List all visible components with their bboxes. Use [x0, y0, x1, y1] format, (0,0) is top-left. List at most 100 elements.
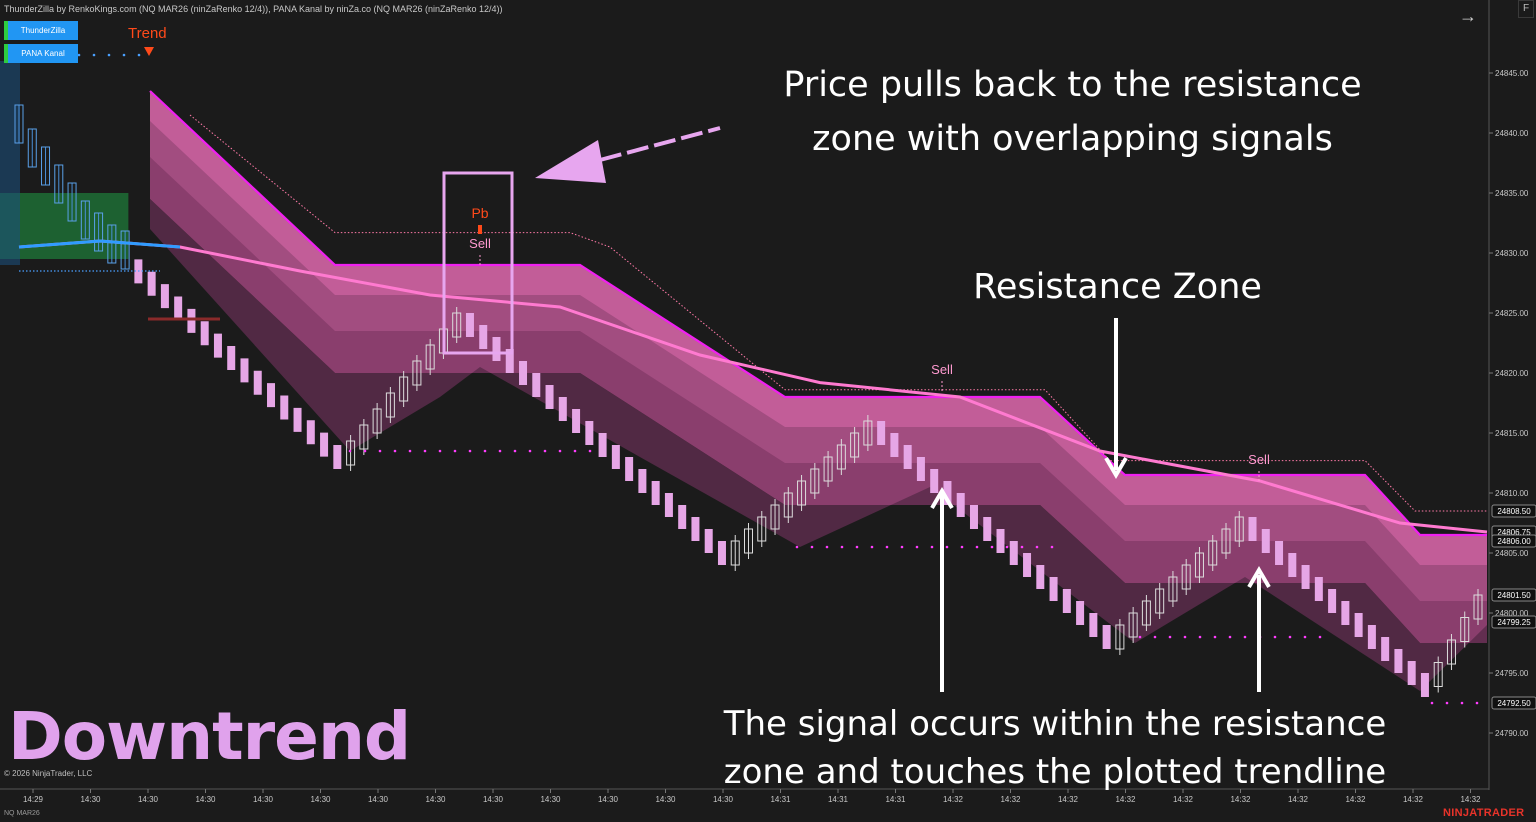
dot — [122, 53, 126, 57]
price-marker-box — [1491, 504, 1536, 518]
candle — [1275, 541, 1284, 565]
candle — [1473, 594, 1483, 620]
dot — [945, 545, 949, 549]
sell-signal-label: Sell — [1248, 452, 1270, 467]
pullback-arrow-head — [535, 140, 606, 183]
candle — [187, 308, 196, 333]
candle — [67, 182, 77, 222]
annotation-resistance-zone: Resistance Zone — [973, 267, 1262, 307]
corner-f-button[interactable]: F — [1518, 0, 1534, 18]
candle — [27, 128, 37, 168]
dot — [810, 545, 814, 549]
candle — [1141, 600, 1151, 626]
candle — [651, 481, 660, 505]
candle — [611, 445, 620, 469]
candle — [1433, 662, 1443, 687]
price-tick-label: 24830.00 — [1495, 249, 1529, 258]
dot — [1445, 701, 1449, 705]
sell-signal-label: Sell — [931, 362, 953, 377]
dot — [363, 449, 367, 453]
candle — [996, 529, 1005, 553]
dot — [840, 545, 844, 549]
price-marker-label: 24808.50 — [1497, 507, 1531, 516]
candle — [969, 505, 978, 529]
candle — [1460, 617, 1470, 642]
dot — [1303, 635, 1307, 639]
candle — [1341, 601, 1350, 625]
time-tick-label: 14:30 — [425, 795, 446, 804]
dot — [1050, 545, 1054, 549]
time-tick-label: 14:29 — [23, 795, 44, 804]
candle — [1155, 588, 1165, 614]
candle — [850, 432, 860, 458]
dot — [900, 545, 904, 549]
candle — [757, 516, 767, 542]
candle — [505, 349, 514, 373]
time-tick-label: 14:30 — [195, 795, 216, 804]
candle — [1301, 565, 1310, 589]
candle — [452, 312, 462, 338]
price-marker-label: 24799.25 — [1497, 618, 1531, 627]
dot — [1460, 701, 1464, 705]
dot — [107, 53, 111, 57]
dot — [1213, 635, 1217, 639]
candle — [147, 271, 156, 296]
dot — [870, 545, 874, 549]
candle — [810, 468, 820, 494]
candle — [240, 358, 249, 383]
candle — [1446, 639, 1456, 665]
candle — [1009, 541, 1018, 565]
time-tick-label: 14:32 — [943, 795, 964, 804]
candle — [1128, 612, 1138, 638]
candle — [359, 424, 369, 450]
candle — [823, 456, 833, 482]
chart-header-title: ThunderZilla by RenkoKings.com (NQ MAR26… — [4, 4, 503, 14]
pana-kanal-button[interactable]: PANA Kanal — [4, 44, 78, 63]
time-tick-label: 14:30 — [310, 795, 331, 804]
candle — [744, 528, 753, 554]
time-tick-label: 14:30 — [598, 795, 619, 804]
candle — [492, 337, 501, 361]
candle — [174, 296, 183, 321]
price-marker-box — [1491, 615, 1536, 629]
left-blue-band — [0, 61, 20, 265]
candle — [160, 284, 169, 309]
candle — [372, 408, 382, 434]
candle — [425, 344, 435, 370]
time-tick-label: 14:32 — [1058, 795, 1079, 804]
instrument-label: NQ MAR26 — [4, 810, 40, 817]
price-tick-label: 24840.00 — [1495, 129, 1529, 138]
thunderzilla-button[interactable]: ThunderZilla — [4, 21, 78, 40]
dot — [77, 53, 81, 57]
dot — [588, 449, 592, 453]
price-tick-label: 24810.00 — [1495, 489, 1529, 498]
brand-logo: NINJATRADER — [1443, 807, 1525, 819]
pullback-arrow-tail — [599, 126, 721, 162]
candle — [1076, 601, 1085, 625]
time-tick-label: 14:32 — [1460, 795, 1481, 804]
candle — [585, 421, 594, 445]
dot — [930, 545, 934, 549]
candle — [1023, 553, 1032, 577]
arrow-right-icon[interactable]: → — [1459, 6, 1477, 26]
dot — [137, 53, 141, 57]
candle — [797, 480, 807, 506]
band-edge-line — [149, 90, 1487, 537]
candle — [14, 104, 24, 144]
dot — [378, 449, 382, 453]
candle — [638, 469, 647, 493]
sell-signal-label: Sell — [469, 236, 491, 251]
candle — [717, 541, 726, 565]
dot — [1020, 545, 1024, 549]
candle — [1168, 576, 1178, 602]
candle — [664, 493, 673, 517]
time-tick-label: 14:30 — [138, 795, 159, 804]
candle — [730, 540, 740, 566]
candle — [1248, 517, 1257, 541]
candle — [890, 433, 899, 457]
candle — [1367, 625, 1376, 649]
candle — [1062, 589, 1071, 613]
candle — [956, 493, 965, 517]
candles — [14, 104, 1483, 697]
